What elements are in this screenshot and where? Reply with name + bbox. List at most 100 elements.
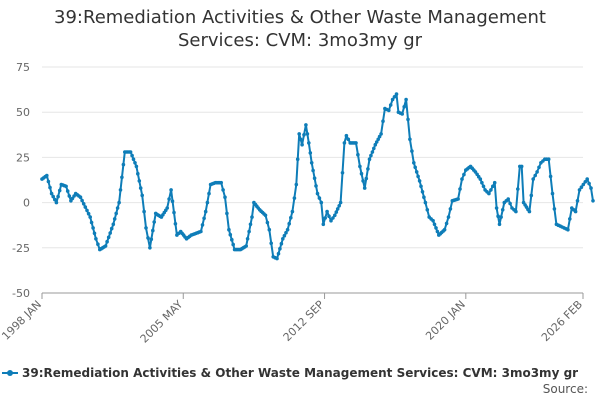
data-point	[362, 186, 367, 190]
data-point	[133, 161, 137, 165]
data-point	[105, 239, 109, 244]
data-point	[370, 150, 375, 154]
data-point	[200, 223, 205, 227]
data-point	[227, 227, 231, 232]
data-point	[49, 191, 54, 196]
data-point	[281, 237, 285, 241]
data-point	[497, 222, 502, 227]
data-point	[575, 199, 580, 203]
chart-title: 39:Remediation Activities & Other Waste …	[0, 6, 600, 52]
data-point	[302, 133, 306, 137]
data-point	[404, 97, 408, 102]
data-point	[573, 209, 578, 214]
data-point	[344, 133, 349, 138]
data-point	[527, 209, 532, 214]
data-point	[335, 207, 340, 211]
source-label: Source:	[542, 382, 588, 396]
data-point	[417, 179, 422, 183]
x-tick-label: 2012 SEP	[281, 298, 327, 344]
data-point	[434, 226, 438, 230]
data-point	[223, 195, 227, 199]
legend[interactable]: 39:Remediation Activities & Other Waste …	[2, 366, 598, 380]
data-point	[111, 222, 116, 227]
x-tick-label: 2026 FEB	[539, 298, 585, 344]
data-point	[120, 175, 124, 180]
data-point	[53, 197, 57, 202]
legend-line-marker-icon	[2, 367, 18, 379]
data-point	[112, 217, 117, 221]
data-point	[142, 209, 146, 214]
data-point	[456, 197, 460, 201]
data-point	[170, 199, 175, 203]
data-point	[462, 172, 466, 177]
data-point	[423, 200, 428, 205]
data-point	[487, 191, 491, 196]
data-point	[323, 216, 328, 220]
data-point	[458, 187, 462, 191]
x-tick-label: 1998 JAN	[0, 298, 44, 343]
data-point	[492, 180, 497, 185]
data-point	[402, 105, 407, 109]
data-point	[410, 149, 414, 153]
data-point	[499, 215, 503, 219]
data-point	[379, 132, 383, 136]
data-point	[373, 142, 378, 147]
x-tick-label: 2020 JAN	[423, 298, 468, 343]
data-point	[137, 179, 142, 183]
data-point	[425, 208, 430, 212]
data-point	[535, 170, 539, 174]
data-point	[377, 134, 382, 139]
data-point	[285, 227, 290, 232]
data-point	[550, 191, 555, 196]
data-point	[146, 236, 150, 240]
data-point	[406, 117, 410, 122]
data-point	[583, 180, 588, 184]
data-point	[244, 244, 248, 248]
series-line	[41, 93, 594, 260]
data-point	[173, 222, 178, 226]
data-point	[151, 228, 155, 233]
data-point	[307, 141, 311, 145]
data-point	[287, 221, 292, 226]
data-point	[221, 188, 225, 192]
data-point	[376, 137, 381, 142]
data-point	[247, 229, 251, 234]
data-point	[577, 188, 582, 192]
data-point	[579, 185, 584, 189]
data-point	[408, 137, 412, 142]
data-point	[297, 132, 302, 136]
data-point	[392, 95, 397, 99]
data-point	[80, 198, 84, 203]
data-point	[54, 200, 59, 205]
data-point	[312, 176, 317, 180]
data-point	[500, 208, 505, 212]
data-point	[529, 193, 534, 198]
data-point	[199, 229, 203, 234]
data-point	[435, 229, 440, 234]
data-point	[78, 195, 83, 199]
data-point	[496, 214, 500, 218]
data-point	[276, 251, 281, 256]
data-point	[591, 199, 595, 203]
data-point	[416, 174, 420, 179]
data-point	[481, 184, 486, 189]
data-point	[308, 151, 313, 155]
series-layer	[40, 92, 595, 261]
data-point	[448, 207, 453, 211]
data-point	[546, 157, 551, 161]
data-point	[533, 173, 537, 178]
chart-title-line-1: 39:Remediation Activities & Other Waste …	[54, 7, 546, 28]
data-point	[67, 194, 72, 198]
data-point	[319, 200, 324, 205]
data-point	[207, 191, 211, 196]
data-point	[537, 165, 541, 170]
data-point	[45, 173, 49, 178]
data-point	[106, 235, 111, 240]
data-point	[245, 237, 250, 241]
data-point	[342, 141, 347, 145]
data-point	[167, 197, 171, 201]
data-point	[444, 221, 449, 226]
data-point	[121, 162, 126, 167]
data-point	[85, 208, 89, 213]
data-point	[420, 190, 425, 194]
